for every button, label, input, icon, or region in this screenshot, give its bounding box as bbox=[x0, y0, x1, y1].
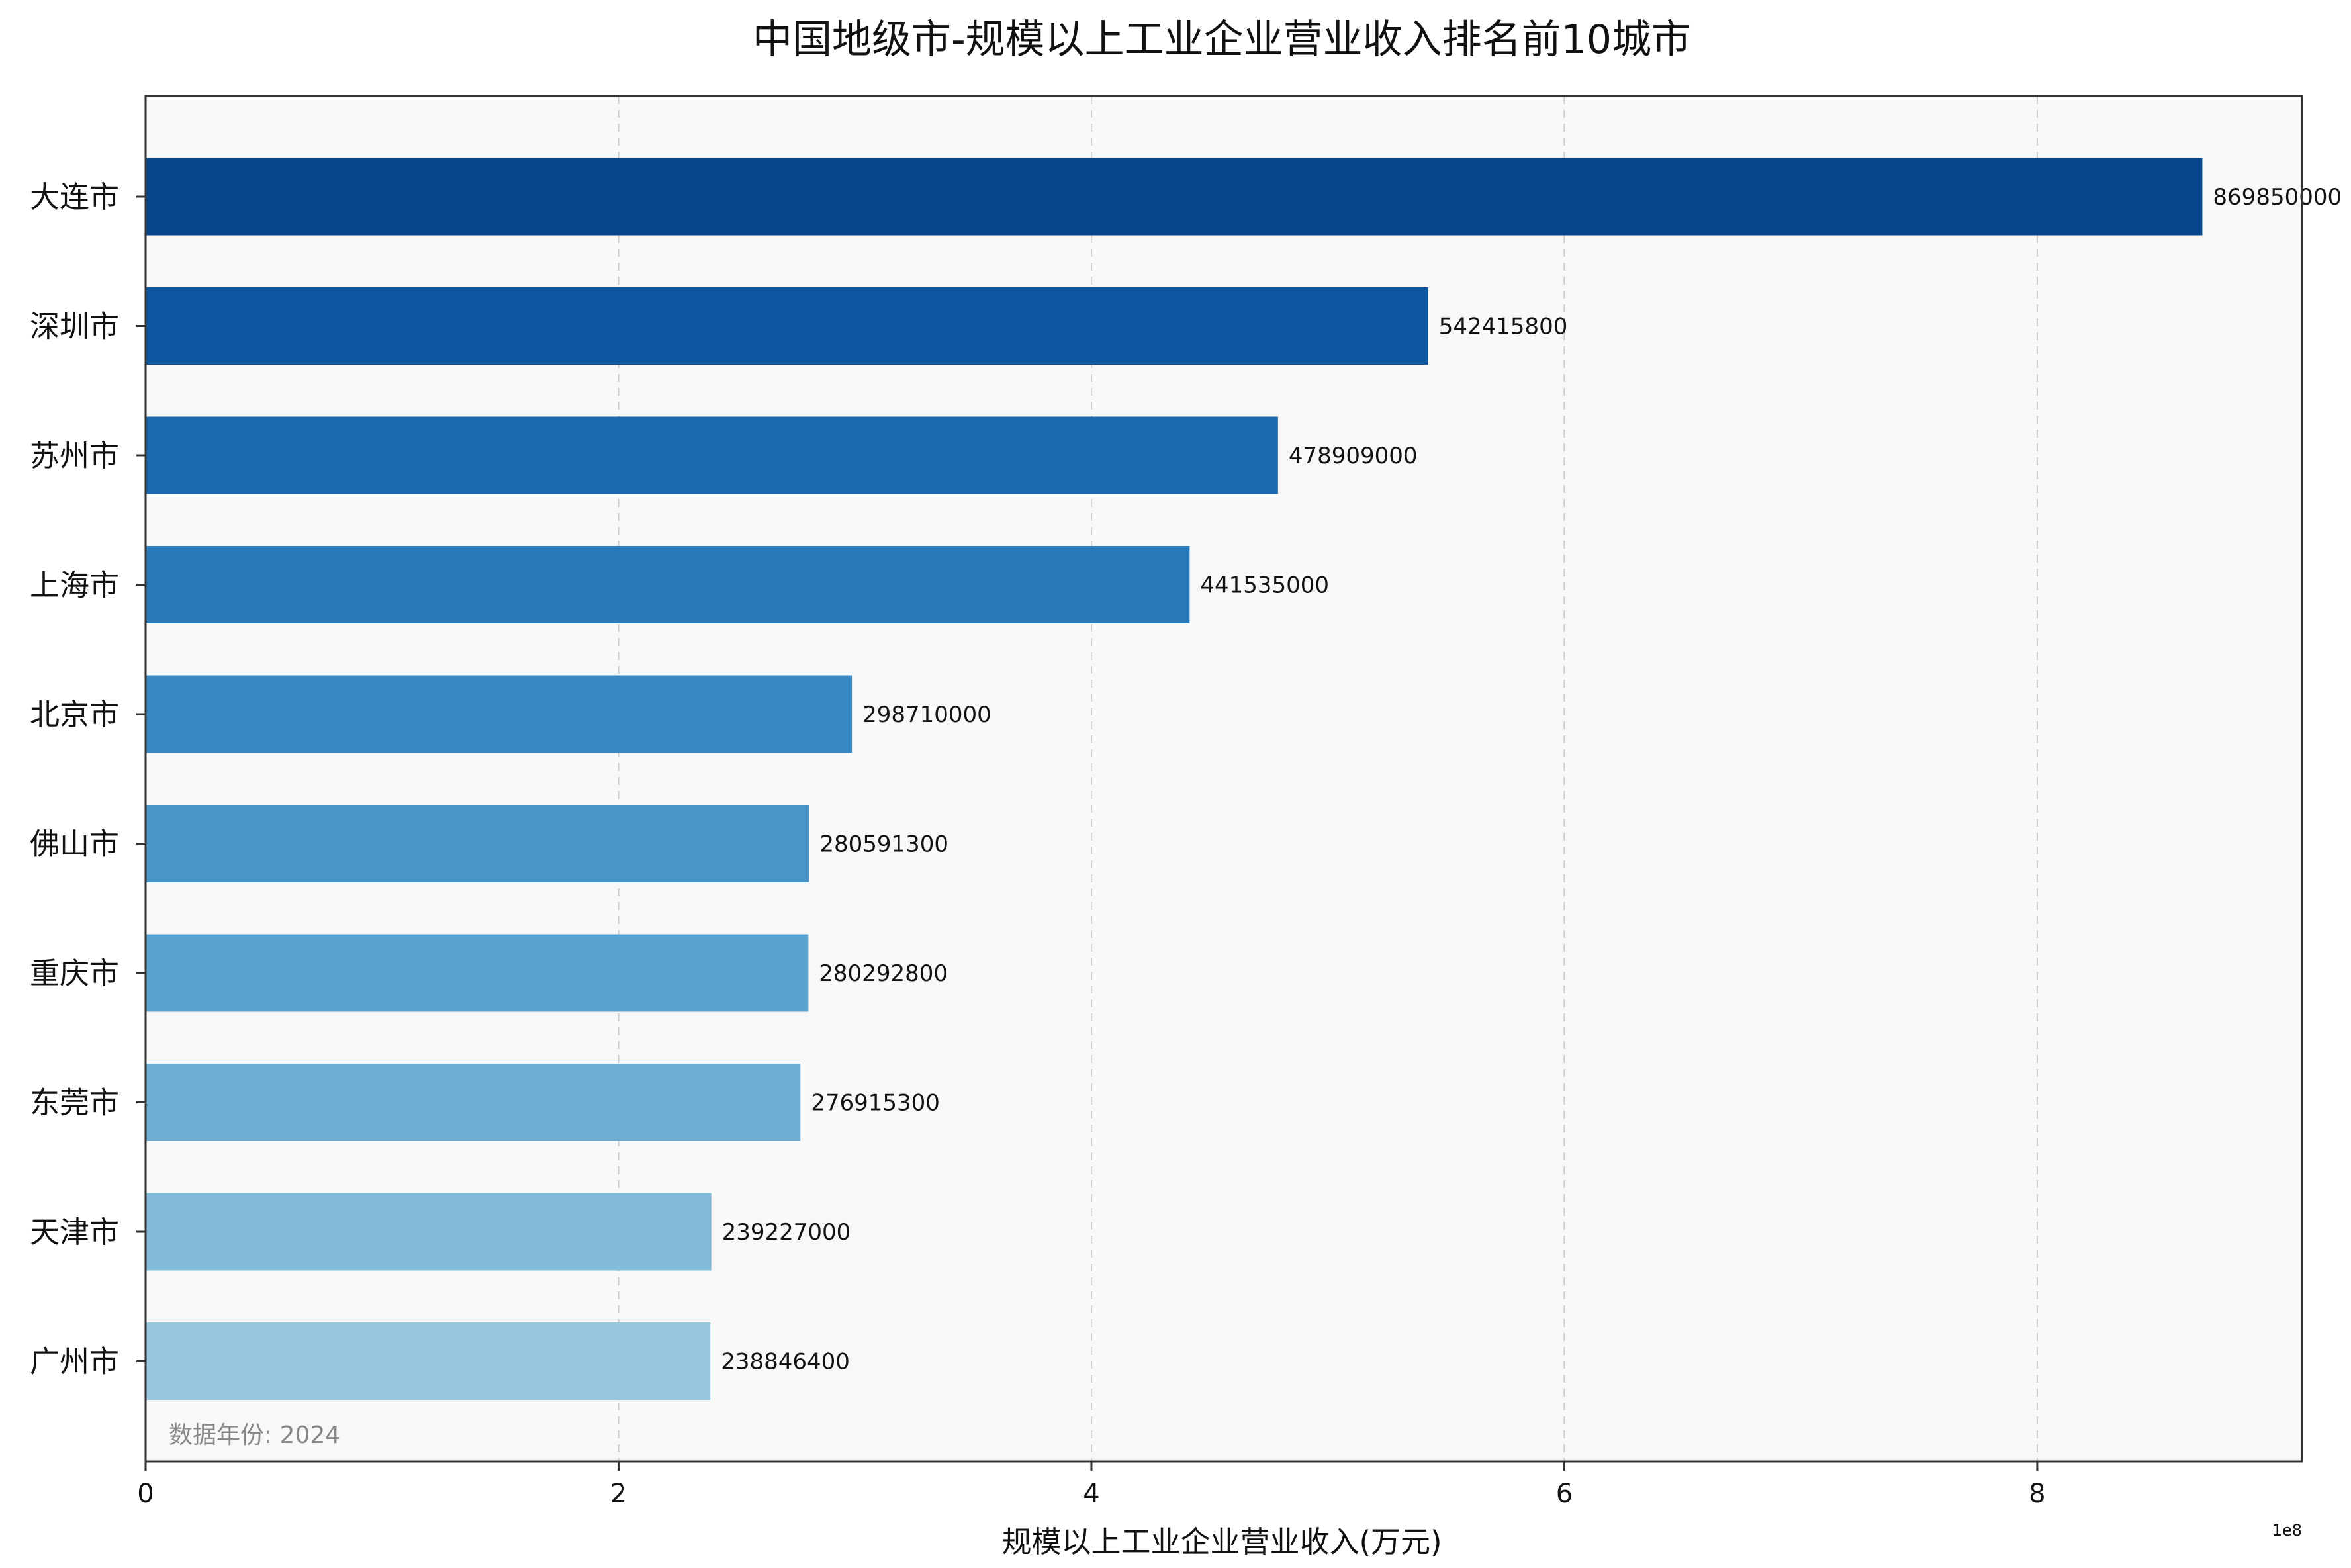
value-label: 298710000 bbox=[862, 702, 991, 728]
bar bbox=[146, 675, 853, 753]
value-label: 441535000 bbox=[1200, 573, 1329, 599]
bar bbox=[146, 1193, 712, 1271]
value-label: 280591300 bbox=[819, 831, 948, 858]
y-category-label: 重庆市 bbox=[30, 956, 119, 991]
x-tick-label: 0 bbox=[137, 1479, 154, 1509]
x-axis: 0 2 4 6 8 bbox=[137, 1461, 2046, 1509]
bars bbox=[146, 158, 2203, 1400]
bar bbox=[146, 1322, 711, 1400]
x-axis-offset-label: 1e8 bbox=[2272, 1521, 2302, 1540]
bar bbox=[146, 934, 809, 1012]
chart-title: 中国地级市-规模以上工业企业营业收入排名前10城市 bbox=[753, 17, 1691, 63]
y-category-label: 大连市 bbox=[30, 179, 119, 214]
value-label: 280292800 bbox=[819, 960, 948, 987]
y-category-label: 上海市 bbox=[30, 568, 119, 603]
bar bbox=[146, 546, 1190, 623]
bar bbox=[146, 416, 1278, 494]
value-label: 276915300 bbox=[811, 1090, 940, 1117]
bar bbox=[146, 805, 809, 882]
bar bbox=[146, 158, 2203, 236]
y-category-label: 北京市 bbox=[30, 697, 119, 732]
value-label: 239227000 bbox=[722, 1219, 851, 1246]
bar bbox=[146, 1064, 801, 1141]
x-axis-title: 规模以上工业企业营业收入(万元) bbox=[1001, 1524, 1442, 1559]
y-category-label: 天津市 bbox=[30, 1215, 119, 1250]
value-label: 478909000 bbox=[1289, 443, 1418, 469]
y-category-label: 广州市 bbox=[30, 1344, 119, 1379]
x-tick-label: 6 bbox=[1556, 1479, 1573, 1509]
value-label: 542415800 bbox=[1439, 314, 1568, 340]
y-category-label: 佛山市 bbox=[30, 827, 119, 862]
value-labels: 869850000 542415800 478909000 441535000 2987… bbox=[721, 184, 2342, 1375]
plot-frame bbox=[144, 95, 2303, 1463]
y-category-label: 苏州市 bbox=[30, 438, 119, 473]
x-tick-label: 2 bbox=[610, 1479, 627, 1509]
bar bbox=[146, 287, 1428, 365]
annotation-note: 数据年份: 2024 bbox=[169, 1422, 340, 1449]
x-tick-label: 4 bbox=[1083, 1479, 1099, 1509]
x-tick-label: 8 bbox=[2029, 1479, 2045, 1509]
y-category-label: 东莞市 bbox=[30, 1085, 119, 1121]
value-label: 238846400 bbox=[721, 1349, 850, 1375]
y-category-label: 深圳市 bbox=[30, 309, 119, 344]
value-label: 869850000 bbox=[2213, 184, 2342, 210]
